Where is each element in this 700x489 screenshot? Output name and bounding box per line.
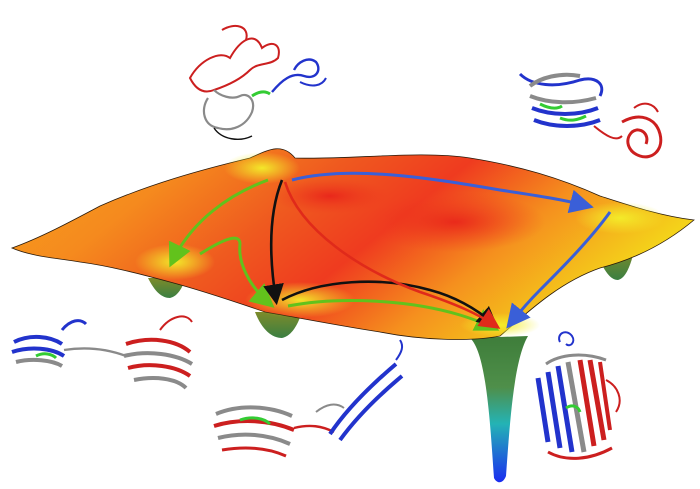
middle-shallow-well (255, 312, 302, 338)
energy-surface (10, 148, 695, 340)
black-pathway-across (281, 280, 498, 328)
black-pathway-down (263, 179, 284, 306)
high-energy-region (365, 192, 545, 252)
native-state-well (470, 336, 528, 483)
yellow-plateau-right (575, 202, 665, 234)
high-energy-ridge (270, 178, 390, 214)
landscape-surface (10, 148, 695, 340)
blue-pathway (291, 171, 594, 214)
folding-pathways (168, 171, 612, 331)
split-domain-protein-icon (11, 315, 194, 390)
yellow-plateau-left (135, 244, 215, 280)
green-pathway-loop (199, 236, 275, 308)
green-pathway-left (168, 178, 269, 268)
unfolded-protein-icon (188, 24, 327, 140)
yellow-plateau-native (460, 313, 540, 337)
native-beta-barrel-icon (535, 331, 621, 460)
red-pathway (283, 181, 501, 329)
blue-pathway-descent (506, 211, 612, 329)
partially-folded-protein-icon (518, 72, 663, 159)
intermediate-protein-icon (213, 339, 404, 458)
yellow-plateau-top (224, 152, 300, 184)
